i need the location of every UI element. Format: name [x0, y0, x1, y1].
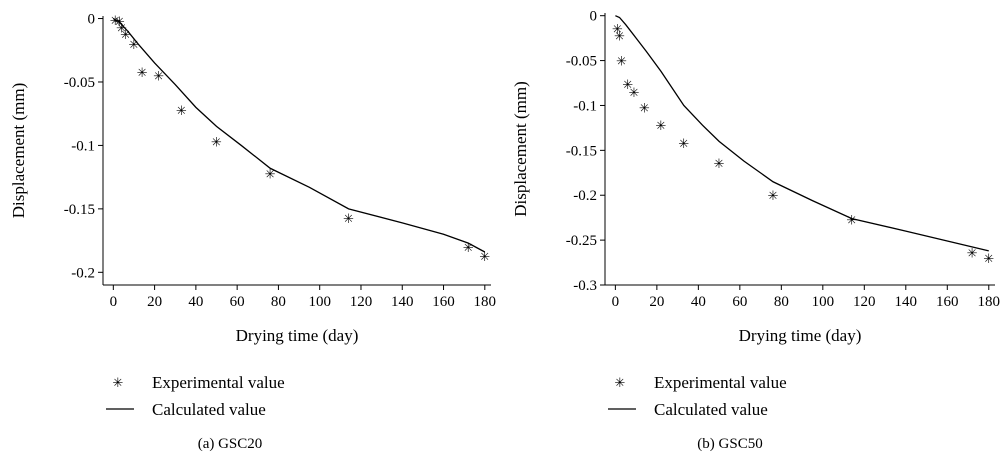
- x-tick-label: 180: [978, 294, 1001, 310]
- y-tick-label: -0.05: [64, 75, 95, 91]
- experimental-value-point: ✳: [479, 250, 490, 265]
- experimental-value-point: ✳: [137, 66, 148, 81]
- legend-label-calculated: Calculated value: [152, 400, 266, 419]
- y-tick-label: 0: [88, 12, 96, 28]
- experimental-value-point: ✳: [120, 28, 131, 43]
- x-tick-label: 40: [691, 294, 706, 310]
- y-tick-label: -0.05: [566, 54, 597, 70]
- y-tick-label: -0.15: [566, 143, 597, 159]
- chart-panel-gsc50: 0 20 40 60 80 100 120 140 160 180 0 -0.05 -0.1 -0.15 -…: [502, 0, 1004, 464]
- experimental-value-point: ✳: [629, 86, 640, 101]
- experimental-value-point: ✳: [116, 21, 127, 36]
- x-tick-label: 40: [188, 294, 203, 310]
- experimental-value-point: ✳: [612, 22, 623, 37]
- experimental-value-point: ✳: [967, 247, 978, 262]
- x-tick-label: 120: [350, 294, 373, 310]
- experimental-value-point: ✳: [846, 213, 857, 228]
- legend-marker-experimental: ✳: [615, 376, 626, 391]
- x-tick-label: 100: [308, 294, 331, 310]
- x-tick-label: 140: [895, 294, 918, 310]
- y-tick-label: -0.3: [573, 278, 597, 294]
- y-tick-label: -0.2: [573, 188, 597, 204]
- subfigure-caption: (b) GSC50: [697, 436, 762, 452]
- chart-svg-gsc50: 0 20 40 60 80 100 120 140 160 180 0 -0.05 -0.1 -0.15 -…: [511, 9, 1001, 452]
- calculated-value-line: [615, 15, 989, 252]
- experimental-value-point: ✳: [153, 70, 164, 85]
- experimental-value-point: ✳: [768, 189, 779, 204]
- legend-label-calculated: Calculated value: [654, 400, 768, 419]
- experimental-value-point: ✳: [714, 157, 725, 172]
- experimental-value-point: ✳: [656, 119, 667, 134]
- y-axis-title: Displacement (mm): [9, 83, 28, 219]
- experimental-value-point: ✳: [616, 55, 627, 70]
- x-tick-label: 60: [732, 294, 747, 310]
- experimental-value-point: ✳: [176, 104, 187, 119]
- experimental-value-point: ✳: [211, 136, 222, 151]
- x-tick-label: 0: [110, 294, 118, 310]
- x-tick-label: 140: [391, 294, 414, 310]
- y-tick-label: -0.1: [573, 98, 597, 114]
- legend-label-experimental: Experimental value: [152, 373, 285, 392]
- x-tick-label: 80: [774, 294, 789, 310]
- y-tick-label: -0.15: [64, 202, 95, 218]
- y-tick-label: -0.1: [71, 138, 95, 154]
- experimental-value-point: ✳: [983, 252, 994, 267]
- y-tick-label: -0.25: [566, 233, 597, 249]
- x-tick-label: 20: [649, 294, 664, 310]
- experimental-value-point: ✳: [343, 212, 354, 227]
- y-tick-label: -0.2: [71, 265, 95, 281]
- x-tick-label: 80: [271, 294, 286, 310]
- experimental-value-point: ✳: [678, 137, 689, 152]
- x-axis-title: Drying time (day): [739, 326, 862, 345]
- legend-label-experimental: Experimental value: [654, 373, 787, 392]
- experimental-value-point: ✳: [463, 241, 474, 256]
- x-tick-label: 0: [612, 294, 620, 310]
- x-tick-label: 160: [432, 294, 455, 310]
- x-tick-label: 120: [853, 294, 876, 310]
- calculated-value-line: [112, 17, 486, 253]
- experimental-value-point: ✳: [110, 14, 121, 29]
- x-tick-label: 20: [147, 294, 162, 310]
- subfigure-caption: (a) GSC20: [198, 436, 263, 452]
- experimental-value-point: ✳: [614, 29, 625, 44]
- y-tick-label: 0: [590, 9, 598, 25]
- x-tick-label: 180: [474, 294, 497, 310]
- experimental-value-point: ✳: [129, 38, 140, 53]
- x-axis-title: Drying time (day): [236, 326, 359, 345]
- x-tick-label: 100: [812, 294, 835, 310]
- x-tick-label: 160: [936, 294, 959, 310]
- chart-panel-gsc20: 0 20 40 60 80 100 120 140 160 180 0 -0.05 -0.1 -0.15 -…: [9, 12, 497, 452]
- legend-marker-experimental: ✳: [113, 376, 124, 391]
- experimental-value-point: ✳: [265, 167, 276, 182]
- x-tick-label: 60: [230, 294, 245, 310]
- chart-svg-gsc20: 0 20 40 60 80 100 120 140 160 180 0 -0.05 -0.1 -0.15 -…: [9, 12, 497, 452]
- experimental-value-point: ✳: [622, 78, 633, 93]
- y-axis-title: Displacement (mm): [511, 81, 530, 217]
- experimental-value-point: ✳: [639, 101, 650, 116]
